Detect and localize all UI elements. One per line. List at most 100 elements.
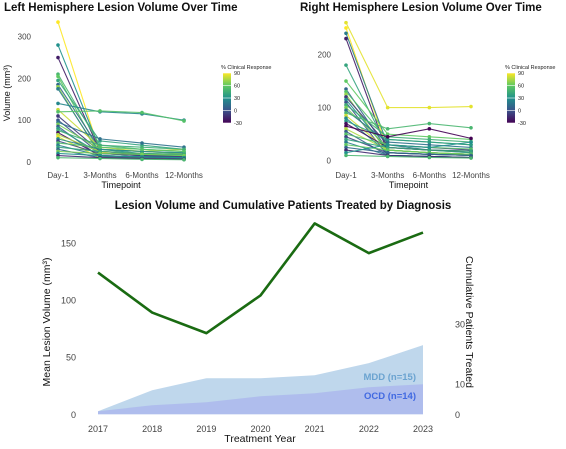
data-point	[469, 136, 473, 141]
colorbar-tick-label: 60	[234, 84, 240, 90]
data-point	[385, 154, 390, 159]
data-point	[344, 95, 348, 99]
series-line	[57, 150, 185, 157]
data-point	[140, 157, 144, 162]
series-line	[345, 154, 472, 159]
data-point	[140, 110, 144, 115]
colorbar-tick-label: 30	[234, 96, 240, 102]
data-point	[427, 140, 432, 144]
data-point	[56, 155, 60, 160]
area-label-ocd: OCD (n=14)	[364, 391, 416, 402]
data-point	[344, 145, 348, 150]
data-point	[56, 74, 60, 79]
x-axis-label: Treatment Year	[224, 433, 296, 444]
data-point	[344, 135, 348, 139]
series-line	[57, 80, 185, 150]
x-tick-label: 12-Months	[452, 171, 490, 180]
data-point	[427, 121, 432, 126]
data-point	[469, 140, 473, 144]
legend-title: % Clinical Response	[505, 65, 555, 71]
series-line	[345, 112, 472, 130]
data-point	[427, 127, 432, 131]
chart-title: Right Hemisphere Lesion Volume Over Time	[300, 2, 542, 14]
colorbar-tick-label: 90	[518, 71, 524, 77]
y-tick-label: 100	[61, 296, 76, 306]
data-point	[427, 105, 432, 110]
x-tick-label: 6-Months	[125, 171, 158, 180]
data-point	[344, 31, 348, 36]
colorbar-tick-label: 90	[234, 71, 240, 77]
data-point	[140, 147, 144, 152]
data-point	[385, 132, 390, 136]
y-tick-label: 50	[66, 353, 76, 363]
series-line	[345, 120, 472, 146]
x-tick-label: 2019	[196, 424, 216, 434]
data-point	[344, 121, 348, 126]
y-tick-label: 200	[318, 51, 332, 60]
y-tick-label: 300	[18, 33, 32, 42]
data-point	[469, 149, 473, 153]
data-point	[427, 145, 432, 150]
series-line	[345, 138, 472, 152]
y-tick-label: 0	[27, 158, 32, 167]
data-point	[56, 87, 60, 91]
data-point	[344, 108, 348, 113]
data-point	[182, 149, 186, 154]
data-point	[182, 157, 186, 162]
data-point	[385, 150, 390, 155]
data-point	[385, 148, 390, 152]
colorbar-tick-label: 60	[518, 84, 524, 90]
chart-title: Lesion Volume and Cumulative Patients Tr…	[115, 200, 452, 212]
series-line	[345, 109, 472, 148]
data-point	[344, 92, 348, 97]
data-point	[469, 125, 473, 130]
data-point	[344, 140, 348, 144]
data-point	[344, 150, 348, 155]
x-tick-label: 12-Months	[165, 171, 203, 180]
x-tick-label: 2017	[88, 424, 108, 434]
y-tick-label: 0	[327, 157, 332, 166]
colorbar-tick-label: -30	[518, 121, 526, 127]
x-tick-label: 2022	[359, 424, 379, 434]
series-line	[57, 138, 185, 154]
y-tick-label: 200	[18, 74, 32, 83]
series-line	[57, 152, 185, 159]
data-point	[56, 78, 60, 83]
data-point	[344, 142, 348, 147]
series-line	[345, 144, 472, 155]
data-point	[56, 109, 60, 114]
data-point	[344, 105, 348, 110]
colorbar-tick-label: 30	[518, 96, 524, 102]
y-tick-label: 100	[18, 116, 32, 125]
chart-title: Left Hemisphere Lesion Volume Over Time	[4, 2, 237, 14]
data-point	[344, 20, 348, 25]
y-tick-label: 150	[61, 238, 76, 248]
data-point	[385, 140, 390, 144]
series-line	[345, 80, 472, 141]
series-line	[57, 110, 185, 122]
data-point	[385, 135, 390, 139]
data-point	[344, 137, 348, 142]
x-axis-label: Timepoint	[389, 180, 429, 190]
data-point	[344, 111, 348, 115]
series-line	[345, 64, 472, 154]
data-point	[469, 142, 473, 147]
data-point	[385, 145, 390, 150]
data-point	[427, 137, 432, 142]
y-tick-label: 100	[318, 104, 332, 113]
data-point	[344, 97, 348, 102]
data-point	[344, 26, 348, 30]
data-point	[344, 89, 348, 94]
area-series	[98, 384, 423, 415]
x-axis-label: Timepoint	[101, 180, 141, 190]
data-point	[56, 20, 60, 24]
series-line	[345, 22, 472, 109]
data-point	[344, 127, 348, 131]
data-point	[140, 152, 144, 157]
x-tick-label: Day-1	[335, 171, 357, 180]
data-point	[98, 109, 102, 113]
y2-tick-label: 0	[455, 410, 460, 420]
x-tick-label: Day-1	[47, 171, 69, 180]
